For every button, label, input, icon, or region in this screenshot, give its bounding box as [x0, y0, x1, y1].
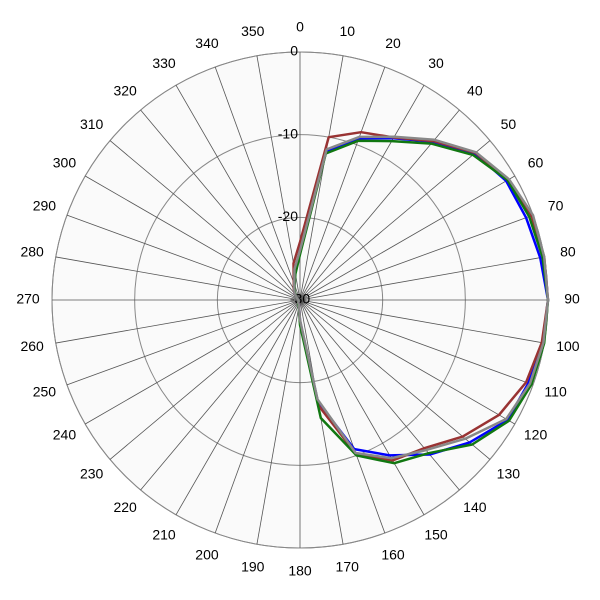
angle-label: 0: [296, 19, 304, 35]
angle-label: 220: [113, 499, 137, 515]
angle-label: 330: [152, 55, 176, 71]
spoke: [299, 299, 515, 425]
angle-label: 130: [497, 466, 521, 482]
spoke: [140, 109, 301, 301]
angle-label: 60: [528, 155, 544, 171]
r-tick-label: -10: [278, 125, 298, 141]
angle-label: 80: [560, 243, 576, 259]
spoke: [299, 299, 491, 460]
angle-label: 300: [53, 155, 77, 171]
angle-label: 160: [381, 546, 405, 562]
spoke: [299, 299, 344, 545]
angle-label: 20: [385, 35, 401, 51]
angle-label: 90: [564, 291, 580, 307]
spoke: [256, 55, 301, 301]
spoke: [299, 299, 545, 344]
spoke: [299, 175, 515, 301]
spoke: [299, 256, 545, 301]
angle-label: 50: [501, 116, 517, 132]
angle-label: 350: [241, 23, 265, 39]
angle-label: 100: [556, 338, 580, 354]
spoke: [85, 175, 301, 301]
angle-label: 190: [241, 559, 265, 575]
spoke: [175, 85, 301, 301]
angle-label: 40: [467, 82, 483, 98]
r-tick-label: -30: [290, 291, 310, 307]
angle-label: 200: [195, 546, 219, 562]
spoke: [299, 214, 534, 301]
angle-label: 280: [20, 243, 44, 259]
spoke: [299, 299, 386, 534]
spoke: [299, 85, 425, 301]
angle-label: 250: [33, 384, 57, 400]
angle-label: 70: [548, 198, 564, 214]
angle-label: 290: [33, 198, 57, 214]
angle-label: 10: [339, 23, 355, 39]
spoke: [109, 140, 301, 301]
angle-label: 340: [195, 35, 219, 51]
angle-label: 120: [524, 427, 548, 443]
angle-label: 180: [288, 563, 312, 579]
spoke: [299, 299, 460, 491]
spoke: [140, 299, 301, 491]
spoke: [66, 299, 301, 386]
angle-label: 320: [113, 82, 137, 98]
spoke: [299, 299, 425, 515]
spoke: [299, 299, 534, 386]
angle-label: 270: [16, 291, 40, 307]
spoke: [299, 140, 491, 301]
angle-label: 140: [463, 499, 487, 515]
spoke: [214, 299, 301, 534]
angle-label: 110: [544, 384, 567, 400]
spoke: [256, 299, 301, 545]
angle-label: 170: [336, 559, 360, 575]
spoke: [175, 299, 301, 515]
angle-label: 310: [80, 116, 104, 132]
spoke: [299, 55, 344, 301]
r-tick-label: 0: [290, 43, 298, 59]
spoke: [66, 214, 301, 301]
spoke: [109, 299, 301, 460]
angle-label: 210: [152, 526, 176, 542]
angle-label: 260: [20, 338, 44, 354]
spoke: [85, 299, 301, 425]
spoke: [299, 66, 386, 301]
r-tick-label: -20: [278, 208, 298, 224]
angle-label: 240: [53, 427, 77, 443]
angle-label: 230: [80, 466, 104, 482]
angle-label: 150: [424, 526, 448, 542]
angle-label: 30: [428, 55, 444, 71]
spoke: [55, 299, 301, 344]
spoke: [214, 66, 301, 301]
spoke: [55, 256, 301, 301]
series-line: [292, 135, 550, 460]
